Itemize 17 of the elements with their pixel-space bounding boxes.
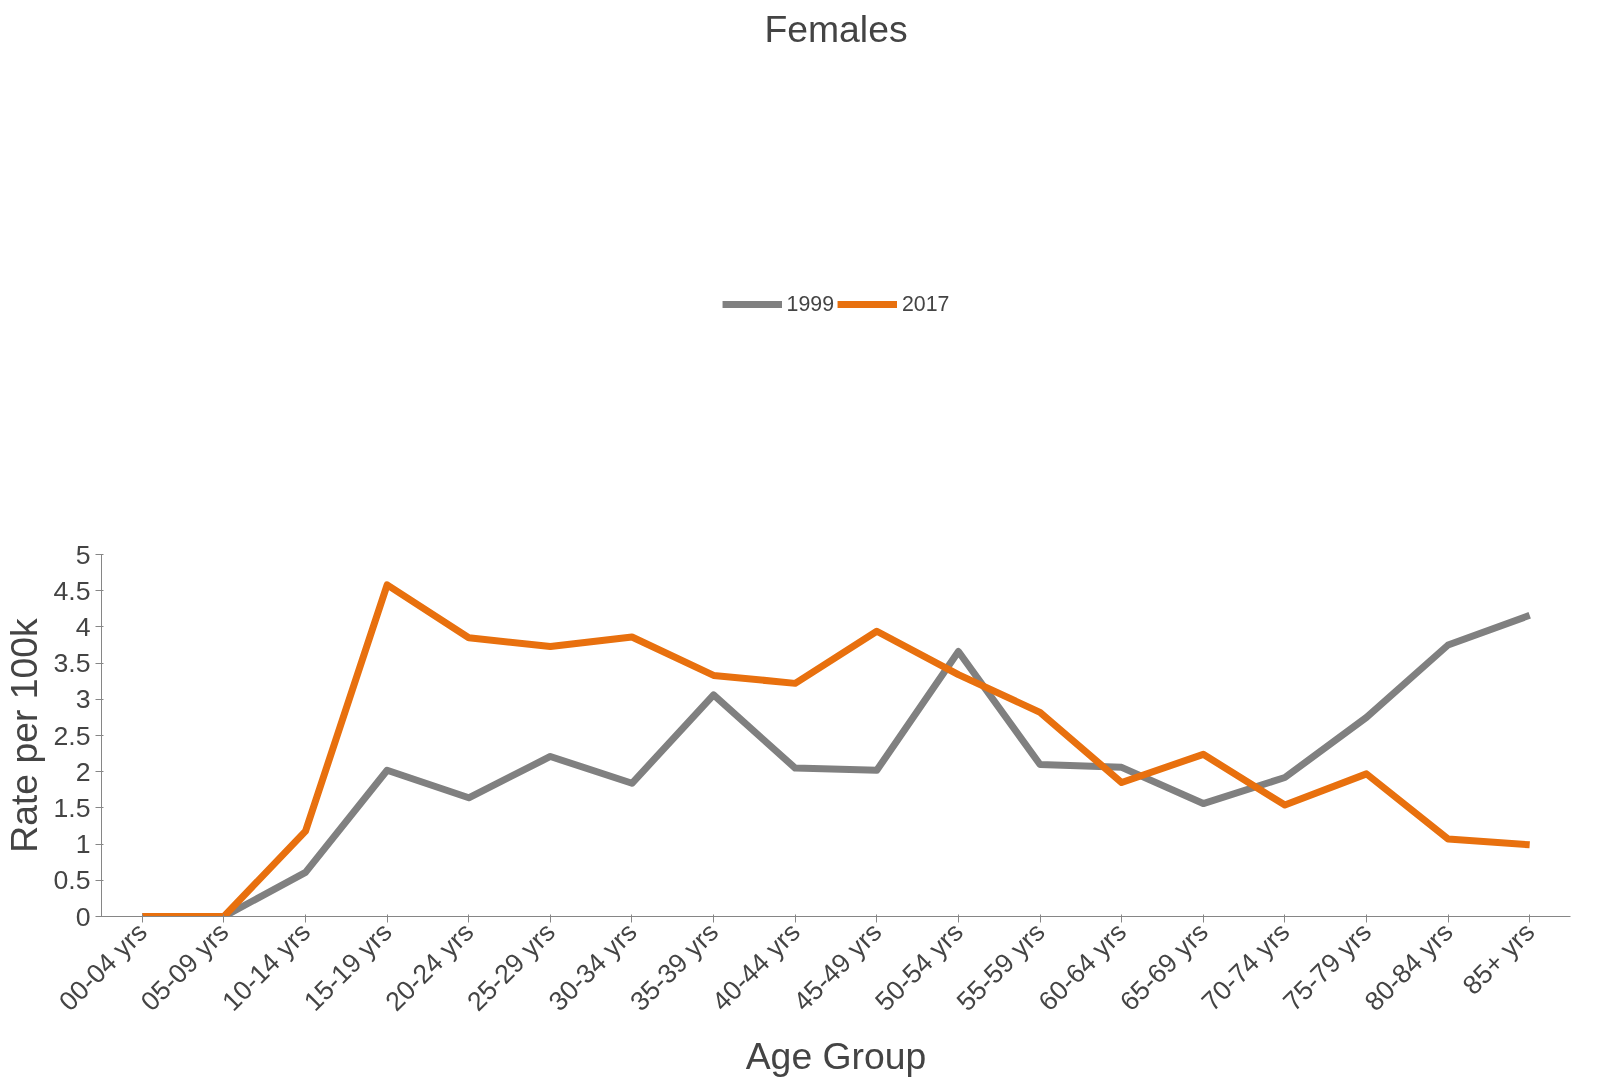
y-tick-label: 1 bbox=[75, 829, 91, 860]
y-tick-label: 0.5 bbox=[53, 865, 91, 896]
x-axis-title: Age Group bbox=[745, 1035, 927, 1078]
legend-label: 2017 bbox=[902, 291, 950, 317]
y-tick-label: 3.5 bbox=[53, 648, 91, 679]
y-tick-label: 0 bbox=[75, 901, 91, 932]
legend-label: 1999 bbox=[786, 291, 834, 317]
y-tick-label: 3 bbox=[75, 684, 91, 715]
x-tick-label: 85+ yrs bbox=[1456, 916, 1541, 1001]
y-tick-label: 4.5 bbox=[53, 575, 91, 606]
y-axis-title: Rate per 100k bbox=[3, 617, 46, 853]
chart-title: Females bbox=[764, 7, 908, 50]
y-tick-label: 2.5 bbox=[53, 720, 91, 751]
y-tick-label: 4 bbox=[75, 611, 91, 642]
y-tick-label: 2 bbox=[75, 756, 91, 787]
y-tick-label: 1.5 bbox=[53, 792, 91, 823]
y-tick-label: 5 bbox=[75, 539, 91, 570]
